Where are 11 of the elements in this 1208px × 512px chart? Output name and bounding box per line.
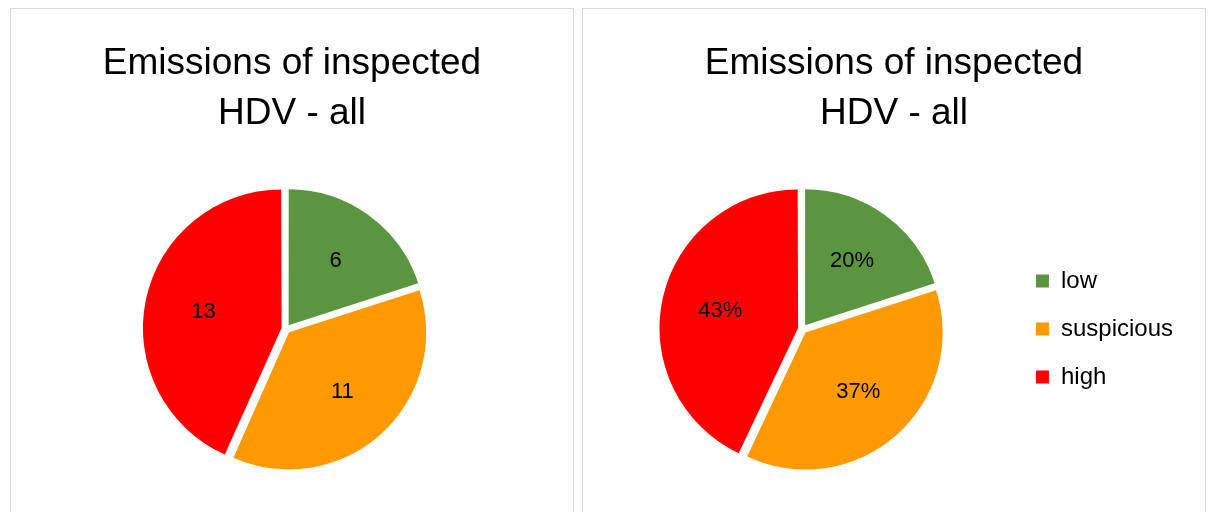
data-label: 37% [836, 378, 881, 404]
legend-label: low [1060, 265, 1098, 293]
chart-title: Emissions of inspected HDV - all [101, 40, 483, 134]
data-label: 43% [698, 296, 743, 322]
legend-label: suspicious [1060, 313, 1174, 341]
data-label: 11 [331, 377, 354, 403]
data-label: 20% [830, 246, 875, 272]
chart-title: Emissions of inspected HDV - all [703, 40, 1085, 134]
data-label: 6 [329, 246, 342, 272]
legend-label: high [1060, 361, 1107, 389]
data-label: 13 [191, 297, 216, 323]
